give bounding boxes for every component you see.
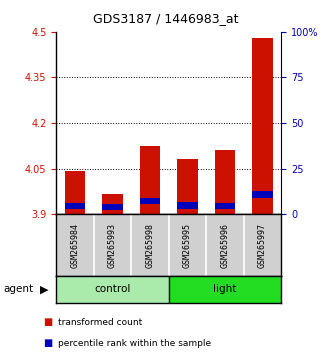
Bar <box>65 171 85 214</box>
Bar <box>177 202 198 209</box>
Bar <box>177 160 198 214</box>
Text: GSM265996: GSM265996 <box>220 223 230 268</box>
Bar <box>215 203 235 209</box>
Text: GSM265998: GSM265998 <box>146 223 155 268</box>
Text: GSM265997: GSM265997 <box>258 223 267 268</box>
Bar <box>140 198 160 205</box>
Bar <box>65 202 85 209</box>
Bar <box>102 194 123 214</box>
Text: ■: ■ <box>43 338 52 348</box>
Text: percentile rank within the sample: percentile rank within the sample <box>58 339 211 348</box>
Bar <box>169 276 281 303</box>
Bar <box>252 192 273 198</box>
Text: GDS3187 / 1446983_at: GDS3187 / 1446983_at <box>93 12 238 25</box>
Text: transformed count: transformed count <box>58 318 142 327</box>
Text: GSM265984: GSM265984 <box>71 223 79 268</box>
Text: ▶: ▶ <box>39 284 48 295</box>
Text: light: light <box>213 284 237 295</box>
Bar <box>102 204 123 210</box>
Bar <box>215 150 235 214</box>
Text: GSM265993: GSM265993 <box>108 223 117 268</box>
Bar <box>56 276 169 303</box>
Text: GSM265995: GSM265995 <box>183 223 192 268</box>
Text: agent: agent <box>3 284 33 295</box>
Text: control: control <box>94 284 131 295</box>
Text: ■: ■ <box>43 317 52 327</box>
Bar <box>140 146 160 214</box>
Bar <box>252 38 273 214</box>
